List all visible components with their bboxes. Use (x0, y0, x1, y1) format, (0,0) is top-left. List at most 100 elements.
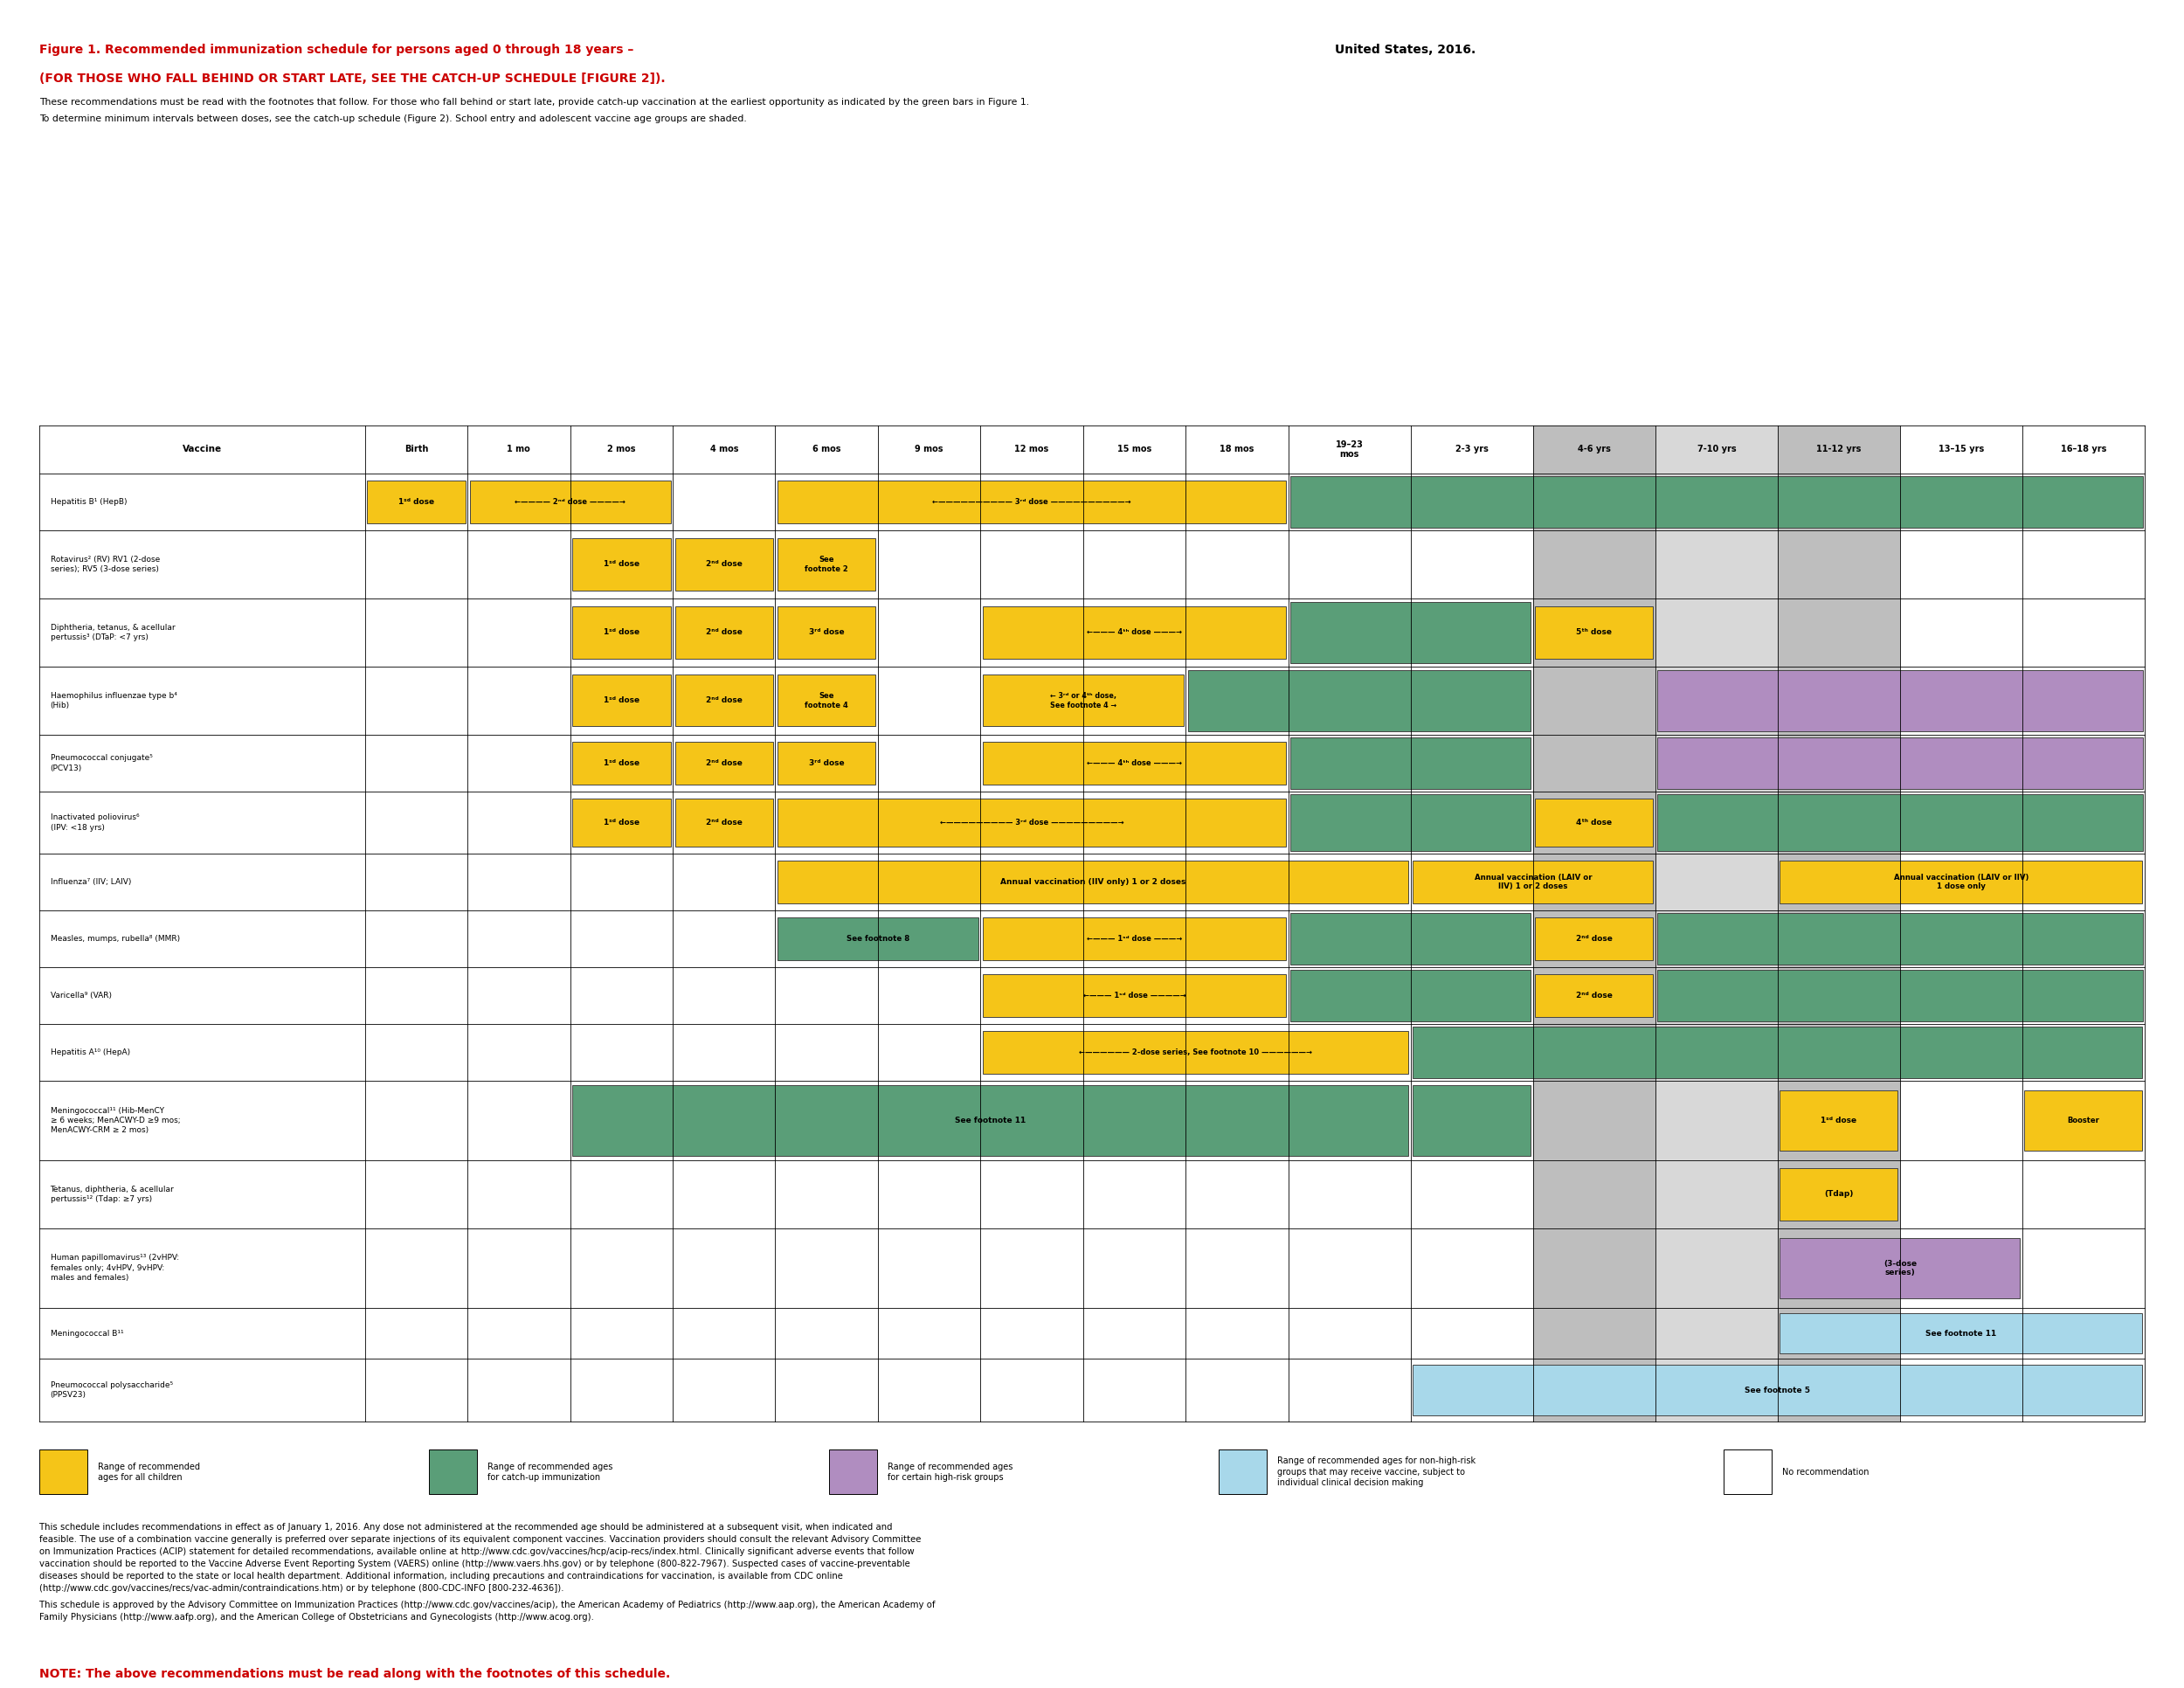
Bar (1655, 854, 1778, 910)
Bar (1533, 1080, 1655, 1160)
Text: Influenza⁷ (IIV; LAIV): Influenza⁷ (IIV; LAIV) (50, 878, 131, 886)
Bar (1655, 599, 1778, 667)
Bar (1291, 476, 2143, 528)
Bar (983, 1031, 1409, 1074)
Bar (778, 741, 876, 785)
Text: 1ˢᵈ dose: 1ˢᵈ dose (603, 819, 640, 827)
Bar (1778, 667, 1900, 734)
Bar (1291, 971, 1531, 1021)
Bar (1533, 734, 1655, 792)
Bar (1655, 425, 1778, 474)
Text: 15 mos: 15 mos (1118, 446, 1151, 454)
Text: 2ⁿᵈ dose: 2ⁿᵈ dose (1577, 993, 1612, 999)
Text: These recommendations must be read with the footnotes that follow. For those who: These recommendations must be read with … (39, 98, 1029, 106)
Bar (1658, 971, 2143, 1021)
Bar (1533, 967, 1655, 1025)
Bar (1658, 738, 2143, 788)
Text: 2ⁿᵈ dose: 2ⁿᵈ dose (705, 760, 743, 766)
Bar (1780, 1237, 2020, 1298)
Text: Vaccine: Vaccine (183, 446, 223, 454)
Bar (428, 1450, 476, 1494)
Text: This schedule is approved by the Advisory Committee on Immunization Practices (h: This schedule is approved by the Advisor… (39, 1600, 935, 1620)
Text: 1ˢᵈ dose: 1ˢᵈ dose (397, 498, 435, 506)
Text: ← 3ʳᵈ or 4ᵗʰ dose,
See footnote 4 →: ← 3ʳᵈ or 4ᵗʰ dose, See footnote 4 → (1051, 692, 1116, 709)
Text: Hepatitis B¹ (HepB): Hepatitis B¹ (HepB) (50, 498, 127, 506)
Bar (1658, 670, 2143, 731)
Text: Range of recommended ages for non-high-risk
groups that may receive vaccine, sub: Range of recommended ages for non-high-r… (1278, 1457, 1476, 1487)
Text: ←————————— 3ʳᵈ dose —————————→: ←————————— 3ʳᵈ dose —————————→ (939, 819, 1125, 827)
Text: ←——— 1ˢᵈ dose ———→: ←——— 1ˢᵈ dose ———→ (1088, 935, 1182, 944)
Bar (1655, 1308, 1778, 1359)
Bar (1778, 1160, 1900, 1229)
Bar (1413, 1366, 2143, 1415)
Text: Varicella⁹ (VAR): Varicella⁹ (VAR) (50, 993, 111, 999)
Text: ←———— 2ⁿᵈ dose ————→: ←———— 2ⁿᵈ dose ————→ (515, 498, 625, 506)
Text: ←—————————— 3ʳᵈ dose ——————————→: ←—————————— 3ʳᵈ dose ——————————→ (933, 498, 1131, 506)
Text: Range of recommended ages
for catch-up immunization: Range of recommended ages for catch-up i… (487, 1462, 614, 1482)
Bar (1533, 667, 1655, 734)
Bar (778, 861, 1409, 903)
Bar (1535, 974, 1653, 1018)
Bar (1533, 599, 1655, 667)
Text: 3ʳᵈ dose: 3ʳᵈ dose (808, 760, 845, 766)
Text: 18 mos: 18 mos (1221, 446, 1254, 454)
Bar (675, 798, 773, 846)
Bar (1533, 1308, 1655, 1359)
Bar (983, 917, 1286, 960)
Text: 4ᵗʰ dose: 4ᵗʰ dose (1577, 819, 1612, 827)
Text: See
footnote 2: See footnote 2 (806, 555, 847, 572)
Bar (1533, 1160, 1655, 1229)
Bar (1535, 917, 1653, 960)
Bar (1535, 798, 1653, 846)
Bar (1533, 425, 1655, 474)
Bar (1778, 1025, 1900, 1080)
Bar (1778, 967, 1900, 1025)
Bar (1778, 854, 1900, 910)
Bar (983, 741, 1286, 785)
Bar (1413, 1026, 2143, 1079)
Bar (1655, 734, 1778, 792)
Text: Pneumococcal polysaccharide⁵
(PPSV23): Pneumococcal polysaccharide⁵ (PPSV23) (50, 1381, 173, 1399)
Text: 1ˢᵈ dose: 1ˢᵈ dose (603, 697, 640, 704)
Text: 16–18 yrs: 16–18 yrs (2062, 446, 2105, 454)
Bar (470, 481, 670, 523)
Text: 1ˢᵈ dose: 1ˢᵈ dose (603, 760, 640, 766)
Text: 9 mos: 9 mos (915, 446, 943, 454)
Bar (778, 538, 876, 591)
Text: See footnote 8: See footnote 8 (847, 935, 909, 944)
Bar (572, 538, 670, 591)
Bar (1778, 425, 1900, 474)
Bar (778, 917, 978, 960)
Text: Annual vaccination (IIV only) 1 or 2 doses: Annual vaccination (IIV only) 1 or 2 dos… (1000, 878, 1186, 886)
Text: (FOR THOSE WHO FALL BEHIND OR START LATE, SEE THE CATCH-UP SCHEDULE [FIGURE 2]).: (FOR THOSE WHO FALL BEHIND OR START LATE… (39, 73, 666, 84)
Bar (1723, 1450, 1771, 1494)
Bar (1533, 910, 1655, 967)
Bar (1533, 530, 1655, 599)
Text: United States, 2016.: United States, 2016. (1334, 44, 1476, 56)
Text: Pneumococcal conjugate⁵
(PCV13): Pneumococcal conjugate⁵ (PCV13) (50, 755, 153, 771)
Bar (1778, 734, 1900, 792)
Text: (3-dose
series): (3-dose series) (1883, 1259, 1918, 1276)
Text: 2ⁿᵈ dose: 2ⁿᵈ dose (705, 697, 743, 704)
Bar (1533, 474, 1655, 530)
Bar (1655, 530, 1778, 599)
Text: 1 mo: 1 mo (507, 446, 531, 454)
Bar (1655, 667, 1778, 734)
Text: 2 mos: 2 mos (607, 446, 636, 454)
Text: Annual vaccination (LAIV or IIV)
1 dose only: Annual vaccination (LAIV or IIV) 1 dose … (1894, 874, 2029, 891)
Text: Measles, mumps, rubella⁸ (MMR): Measles, mumps, rubella⁸ (MMR) (50, 935, 179, 944)
Text: ←—————— 2-dose series, See footnote 10 ——————→: ←—————— 2-dose series, See footnote 10 —… (1079, 1048, 1313, 1057)
Bar (675, 606, 773, 658)
Text: 1ˢᵈ dose: 1ˢᵈ dose (1821, 1116, 1856, 1124)
Text: Meningococcal¹¹ (Hib-MenCY
≥ 6 weeks; MenACWY-D ≥9 mos;
MenACWY-CRM ≥ 2 mos): Meningococcal¹¹ (Hib-MenCY ≥ 6 weeks; Me… (50, 1107, 179, 1134)
Bar (675, 675, 773, 726)
Text: 2ⁿᵈ dose: 2ⁿᵈ dose (1577, 935, 1612, 944)
Bar (1655, 1229, 1778, 1308)
Bar (39, 1450, 87, 1494)
Text: Birth: Birth (404, 446, 428, 454)
Bar (1780, 861, 2143, 903)
Bar (675, 741, 773, 785)
Bar (1658, 913, 2143, 964)
Text: ←——— 4ᵗʰ dose ———→: ←——— 4ᵗʰ dose ———→ (1088, 760, 1182, 766)
Bar (1780, 1168, 1898, 1220)
